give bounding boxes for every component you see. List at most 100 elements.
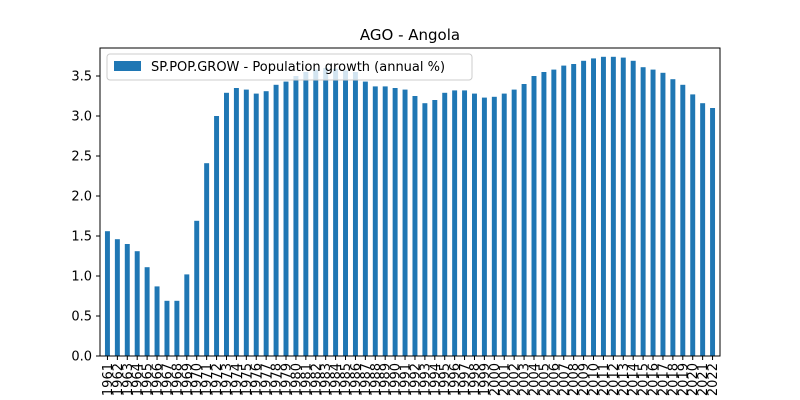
bar-2011 <box>600 56 606 357</box>
bar-1989 <box>382 86 388 357</box>
bar-1977 <box>263 91 269 356</box>
x-tick-label: 1970 <box>190 363 205 396</box>
y-tick-label: 0.5 <box>71 310 92 325</box>
bar-2004 <box>531 76 537 356</box>
bar-2009 <box>581 60 587 357</box>
bar-2020 <box>690 94 696 357</box>
bar-1963 <box>124 244 130 356</box>
bar-1974 <box>233 88 239 356</box>
bar-2018 <box>670 79 676 356</box>
x-tick-label: 1993 <box>418 363 433 396</box>
x-tick-label: 1963 <box>121 363 136 396</box>
x-tick-label: 1968 <box>170 363 185 396</box>
x-tick-label: 1974 <box>230 363 245 396</box>
legend: SP.POP.GROW - Population growth (annual … <box>106 53 473 81</box>
x-tick-label: 2000 <box>488 363 503 396</box>
x-tick-label: 2009 <box>577 363 592 396</box>
chart-title: AGO - Angola <box>360 26 460 44</box>
x-tick-label: 2016 <box>647 363 662 396</box>
x-tick-label: 1971 <box>200 363 215 396</box>
x-tick-label: 1983 <box>319 363 334 396</box>
bar-2008 <box>571 64 577 356</box>
bar-1992 <box>412 96 418 356</box>
x-tick-label: 1984 <box>329 363 344 396</box>
bar-2010 <box>591 58 596 357</box>
x-tick-label: 2015 <box>637 363 652 396</box>
y-tick-label: 1.5 <box>71 230 92 245</box>
x-tick-label: 2021 <box>696 363 711 396</box>
x-tick-label: 1987 <box>359 363 374 396</box>
bar-1991 <box>402 89 408 356</box>
x-tick-label: 1995 <box>438 363 453 396</box>
bar-1995 <box>442 92 448 357</box>
bar-1967 <box>164 300 170 356</box>
bar-1998 <box>472 93 477 356</box>
x-tick-label: 1997 <box>458 363 473 396</box>
x-tick-label: 1961 <box>101 363 116 396</box>
bar-1983 <box>323 68 329 356</box>
x-axis: 1961196219631964196519661967196819691970… <box>101 356 721 396</box>
x-tick-label: 1981 <box>299 363 314 396</box>
x-tick-label: 1967 <box>160 363 175 396</box>
bar-1975 <box>243 89 249 356</box>
x-tick-label: 2005 <box>537 363 552 396</box>
x-tick-label: 1977 <box>260 363 275 396</box>
bar-1986 <box>352 72 358 356</box>
bar-1978 <box>273 84 279 357</box>
x-tick-label: 1973 <box>220 363 235 396</box>
x-tick-label: 2020 <box>686 363 701 396</box>
y-tick-label: 0.0 <box>71 350 92 365</box>
bar-2007 <box>561 65 567 356</box>
bar-2017 <box>660 72 666 357</box>
bar-1966 <box>154 286 160 356</box>
bar-2005 <box>541 72 547 356</box>
bar-1994 <box>432 100 438 356</box>
x-tick-label: 2011 <box>597 363 612 396</box>
bar-1973 <box>224 92 229 357</box>
x-tick-label: 2008 <box>567 363 582 396</box>
y-tick-label: 2.0 <box>71 190 92 205</box>
bar-2001 <box>501 93 507 356</box>
x-tick-label: 2007 <box>557 363 572 396</box>
bar-1996 <box>452 90 458 357</box>
legend-swatch <box>114 61 141 71</box>
bar-1985 <box>343 70 348 357</box>
x-tick-label: 1982 <box>309 363 324 396</box>
bar-1982 <box>313 69 319 356</box>
bar-1964 <box>134 251 140 356</box>
bar-1999 <box>481 97 487 356</box>
plot-frame <box>99 47 721 357</box>
y-tick-label: 3.0 <box>71 110 92 125</box>
bar-1980 <box>293 76 299 356</box>
x-tick-label: 1989 <box>379 363 394 396</box>
x-tick-label: 1994 <box>428 363 443 396</box>
x-tick-label: 1972 <box>210 363 225 396</box>
bar-2006 <box>551 69 557 356</box>
bar-2000 <box>491 96 497 357</box>
x-tick-label: 1976 <box>250 363 265 396</box>
bar-2021 <box>700 103 706 356</box>
x-tick-label: 1965 <box>141 363 156 396</box>
x-tick-label: 1966 <box>151 363 166 396</box>
bar-2014 <box>630 60 636 357</box>
y-tick-label: 2.5 <box>71 150 92 165</box>
bar-2012 <box>610 56 616 357</box>
bar-1993 <box>422 103 428 356</box>
bar-1972 <box>214 116 220 356</box>
x-tick-label: 1964 <box>131 363 146 396</box>
bar-1969 <box>184 274 190 356</box>
bar-1997 <box>462 90 468 357</box>
bar-2022 <box>710 108 716 356</box>
x-tick-label: 1985 <box>339 363 354 396</box>
y-tick-label: 3.5 <box>71 70 92 85</box>
bar-1987 <box>362 81 368 356</box>
x-tick-label: 2013 <box>617 363 632 396</box>
x-tick-label: 1990 <box>389 363 404 396</box>
x-tick-label: 2001 <box>498 363 513 396</box>
x-tick-label: 2014 <box>627 363 642 396</box>
bar-series <box>104 56 716 357</box>
x-tick-label: 2022 <box>706 363 721 396</box>
x-tick-label: 1996 <box>448 363 463 396</box>
x-tick-label: 2012 <box>607 363 622 396</box>
